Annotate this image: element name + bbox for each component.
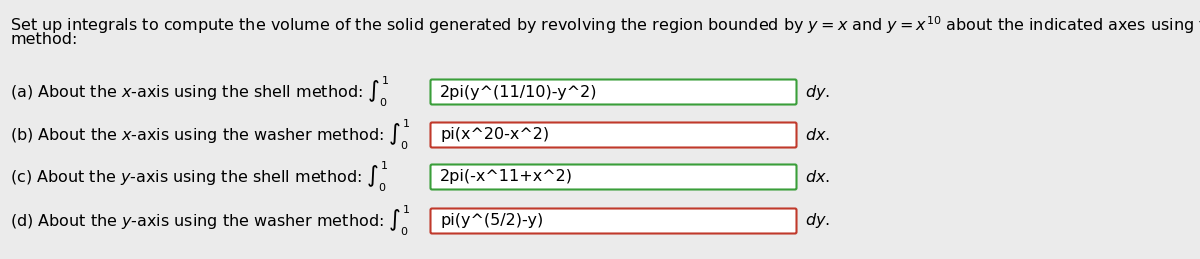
- Text: method:: method:: [10, 32, 77, 47]
- Text: Set up integrals to compute the volume of the solid generated by revolving the r: Set up integrals to compute the volume o…: [10, 14, 1200, 36]
- Text: $dy.$: $dy.$: [805, 83, 830, 102]
- FancyBboxPatch shape: [431, 123, 797, 147]
- FancyBboxPatch shape: [431, 80, 797, 104]
- Text: pi(x^20-x^2): pi(x^20-x^2): [440, 127, 550, 142]
- FancyBboxPatch shape: [431, 164, 797, 190]
- Text: $dx.$: $dx.$: [805, 127, 830, 143]
- Text: 2pi(-x^11+x^2): 2pi(-x^11+x^2): [440, 169, 574, 184]
- Text: 2pi(y^(11/10)-y^2): 2pi(y^(11/10)-y^2): [440, 84, 598, 99]
- Text: $dy.$: $dy.$: [805, 212, 830, 231]
- Text: pi(y^(5/2)-y): pi(y^(5/2)-y): [440, 213, 544, 228]
- Text: (a) About the $x$-axis using the shell method: $\int_0^1$: (a) About the $x$-axis using the shell m…: [10, 75, 390, 109]
- Text: (b) About the $x$-axis using the washer method: $\int_0^1$: (b) About the $x$-axis using the washer …: [10, 118, 410, 152]
- Text: $dx.$: $dx.$: [805, 169, 830, 185]
- FancyBboxPatch shape: [431, 208, 797, 234]
- Text: (d) About the $y$-axis using the washer method: $\int_0^1$: (d) About the $y$-axis using the washer …: [10, 204, 410, 238]
- Text: (c) About the $y$-axis using the shell method: $\int_0^1$: (c) About the $y$-axis using the shell m…: [10, 160, 389, 194]
